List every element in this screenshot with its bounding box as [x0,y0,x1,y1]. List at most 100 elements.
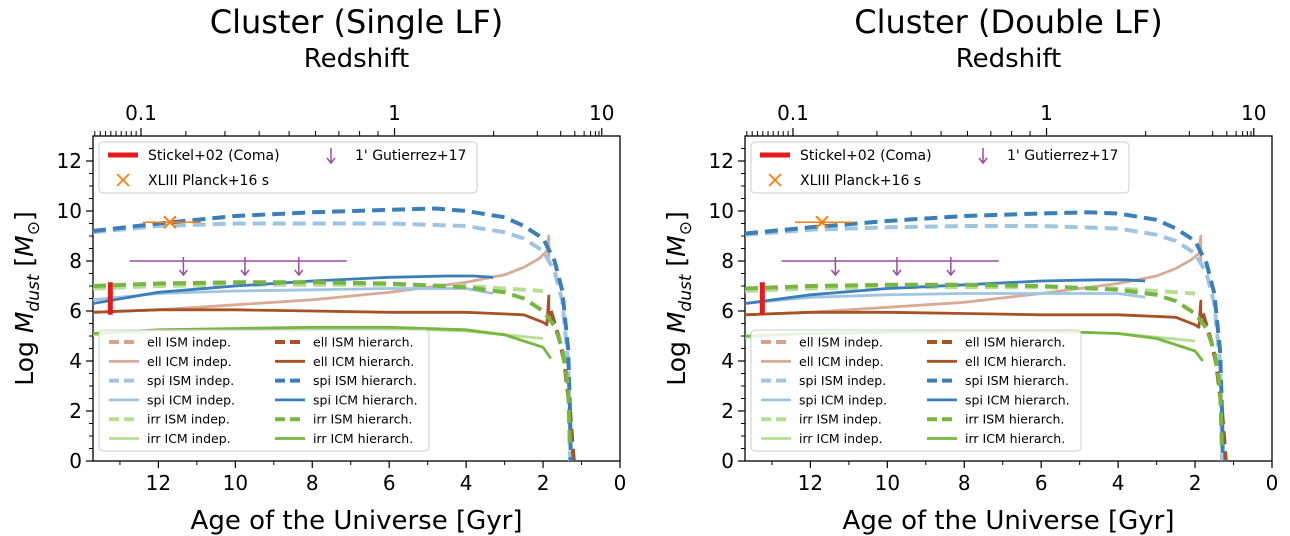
legend-label-ell-icm-indep: ell ICM indep. [799,354,884,369]
legend-planck-swatch [768,173,782,187]
legend-label-irr-ism-hierarch: irr ISM hierarch. [965,412,1064,427]
chart-title: Cluster (Double LF) [854,3,1163,41]
legend-label-spi-icm-hierarch: spi ICM hierarch. [313,392,418,407]
legend-label-spi-icm-hierarch: spi ICM hierarch. [965,392,1070,407]
legend-label-irr-icm-hierarch: irr ICM hierarch. [313,431,413,446]
gutierrez-marker [294,257,304,277]
y-tick-label: 4 [721,349,734,373]
y-tick-label: 4 [69,349,82,373]
series-line-ell-icm-hierarch [745,299,1203,329]
legend-label-irr-ism-indep: irr ISM indep. [799,412,882,427]
x-tick-label: 12 [798,471,823,495]
x-tick-label: 10 [875,471,900,495]
series-legend [750,329,1082,452]
series-line-irr-ism-indep [93,282,544,293]
legend-stickel-label: Stickel+02 (Coma) [148,148,280,164]
x-tick-label: 8 [306,471,319,495]
x-axis-label: Age of the Universe [Gyr] [191,506,523,536]
top-tick-label: 1 [388,101,401,125]
top-tick-label: 0.1 [777,101,809,125]
legend-label-ell-ism-indep: ell ISM indep. [147,335,231,350]
x-tick-label: 12 [146,471,171,495]
series-line-irr-ism-hierarch [745,282,1224,449]
series-legend [98,329,430,452]
y-tick-label: 2 [69,399,82,423]
legend-gutierrez-swatch [326,148,336,165]
legend-label-irr-ism-hierarch: irr ISM hierarch. [313,412,412,427]
x-tick-label: 8 [958,471,971,495]
legend-label-spi-ism-indep: spi ISM indep. [147,373,234,388]
y-tick-label: 6 [69,299,82,323]
y-tick-label: 12 [57,149,82,173]
top-tick-label: 1 [1040,101,1053,125]
y-axis-label: Log Mdust [M⊙] [10,211,44,386]
y-tick-label: 0 [721,449,734,473]
series-line-spi-icm-hierarch [93,274,494,305]
x-tick-label: 6 [383,471,396,495]
x-tick-label: 2 [537,471,550,495]
legend-label-spi-icm-indep: spi ICM indep. [799,392,887,407]
data-legend [750,141,1130,194]
y-tick-label: 10 [57,199,82,223]
legend-label-irr-icm-indep: irr ICM indep. [799,431,883,446]
y-tick-label: 8 [721,249,734,273]
series-line-spi-icm-indep [745,292,1146,305]
series-line-spi-ism-hierarch [745,210,1225,461]
chart-title: Cluster (Single LF) [210,3,504,41]
x-axis-label: Age of the Universe [Gyr] [843,506,1175,536]
legend-label-spi-ism-indep: spi ISM indep. [799,373,886,388]
legend-planck-label: XLIII Planck+16 s [148,173,269,189]
x-tick-label: 0 [1266,471,1279,495]
gutierrez-marker [178,257,188,277]
legend-gutierrez-label: 1' Gutierrez+17 [355,148,466,164]
y-tick-label: 8 [69,249,82,273]
x-tick-label: 4 [1112,471,1125,495]
data-legend [98,141,478,194]
y-tick-label: 0 [69,449,82,473]
planck-marker [815,215,829,229]
gutierrez-marker [830,257,840,277]
series-line-ell-icm-indep [745,234,1203,317]
legend-label-irr-icm-indep: irr ICM indep. [147,431,231,446]
x-tick-label: 0 [614,471,627,495]
legend-planck-swatch [116,173,130,187]
x-tick-label: 10 [223,471,248,495]
x-tick-label: 6 [1035,471,1048,495]
legend-gutierrez-label: 1' Gutierrez+17 [1007,148,1118,164]
top-axis-label: Redshift [304,44,410,74]
y-tick-label: 6 [721,299,734,323]
legend-label-ell-ism-hierarch: ell ISM hierarch. [313,335,414,350]
x-tick-label: 4 [460,471,473,495]
y-tick-label: 2 [721,399,734,423]
series-line-irr-ism-indep [745,285,1196,296]
gutierrez-marker [892,257,902,277]
top-tick-label: 10 [1241,101,1266,125]
legend-gutierrez-swatch [978,148,988,165]
series-line-spi-icm-hierarch [745,278,1146,305]
plot-area [93,206,576,461]
legend-label-spi-ism-hierarch: spi ISM hierarch. [965,373,1069,388]
series-line-ell-icm-indep [93,234,551,314]
legend-label-spi-ism-hierarch: spi ISM hierarch. [313,373,417,388]
series-line-irr-ism-hierarch [93,280,572,449]
legend-label-ell-icm-indep: ell ICM indep. [147,354,232,369]
legend-label-irr-ism-indep: irr ISM indep. [147,412,230,427]
legend-label-irr-icm-hierarch: irr ICM hierarch. [965,431,1065,446]
series-line-irr-icm-hierarch [93,325,552,360]
y-tick-label: 12 [709,149,734,173]
legend-stickel-label: Stickel+02 (Coma) [800,148,932,164]
legend-label-ell-icm-hierarch: ell ICM hierarch. [313,354,414,369]
legend-label-ell-ism-indep: ell ISM indep. [799,335,883,350]
legend-label-ell-ism-hierarch: ell ISM hierarch. [965,335,1066,350]
gutierrez-marker [240,257,250,277]
top-tick-label: 0.1 [125,101,157,125]
legend-planck-label: XLIII Planck+16 s [800,173,921,189]
x-tick-label: 2 [1189,471,1202,495]
legend-label-spi-icm-indep: spi ICM indep. [147,392,235,407]
y-axis-label: Log Mdust [M⊙] [662,211,696,386]
gutierrez-marker [946,257,956,277]
top-tick-label: 10 [589,101,614,125]
